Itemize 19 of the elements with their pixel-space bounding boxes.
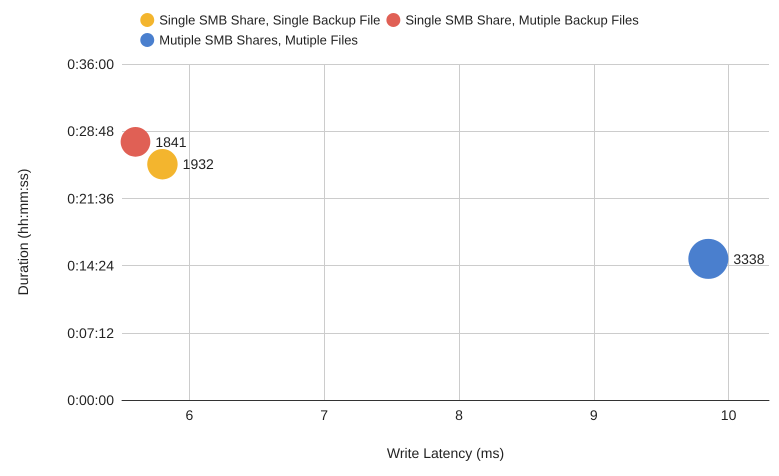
data-label: 1932 — [182, 156, 214, 172]
x-axis-title: Write Latency (ms) — [386, 445, 504, 461]
data-label: 3338 — [733, 250, 765, 267]
legend-label: Single SMB Share, Single Backup File — [159, 12, 380, 28]
x-tick-label: 6 — [185, 407, 194, 423]
legend-label: Mutiple SMB Shares, Mutiple Files — [159, 32, 358, 48]
y-tick-label: 0:28:48 — [67, 123, 114, 140]
legend-label: Single SMB Share, Mutiple Backup Files — [405, 12, 640, 28]
x-tick-label: 7 — [320, 407, 328, 423]
y-tick-label: 0:36:00 — [67, 56, 114, 72]
y-axis-title: Duration (hh:mm:ss) — [15, 168, 31, 296]
y-tick-label: 0:14:24 — [67, 258, 114, 274]
x-tick-label: 9 — [590, 407, 598, 423]
y-tick-label: 0:07:12 — [67, 324, 114, 341]
y-tick-label: 0:21:36 — [67, 190, 114, 206]
x-tick-label: 8 — [455, 407, 464, 423]
x-tick-label: 10 — [720, 407, 737, 423]
data-label: 1841 — [155, 134, 187, 150]
y-tick-label: 0:00:00 — [67, 392, 114, 408]
